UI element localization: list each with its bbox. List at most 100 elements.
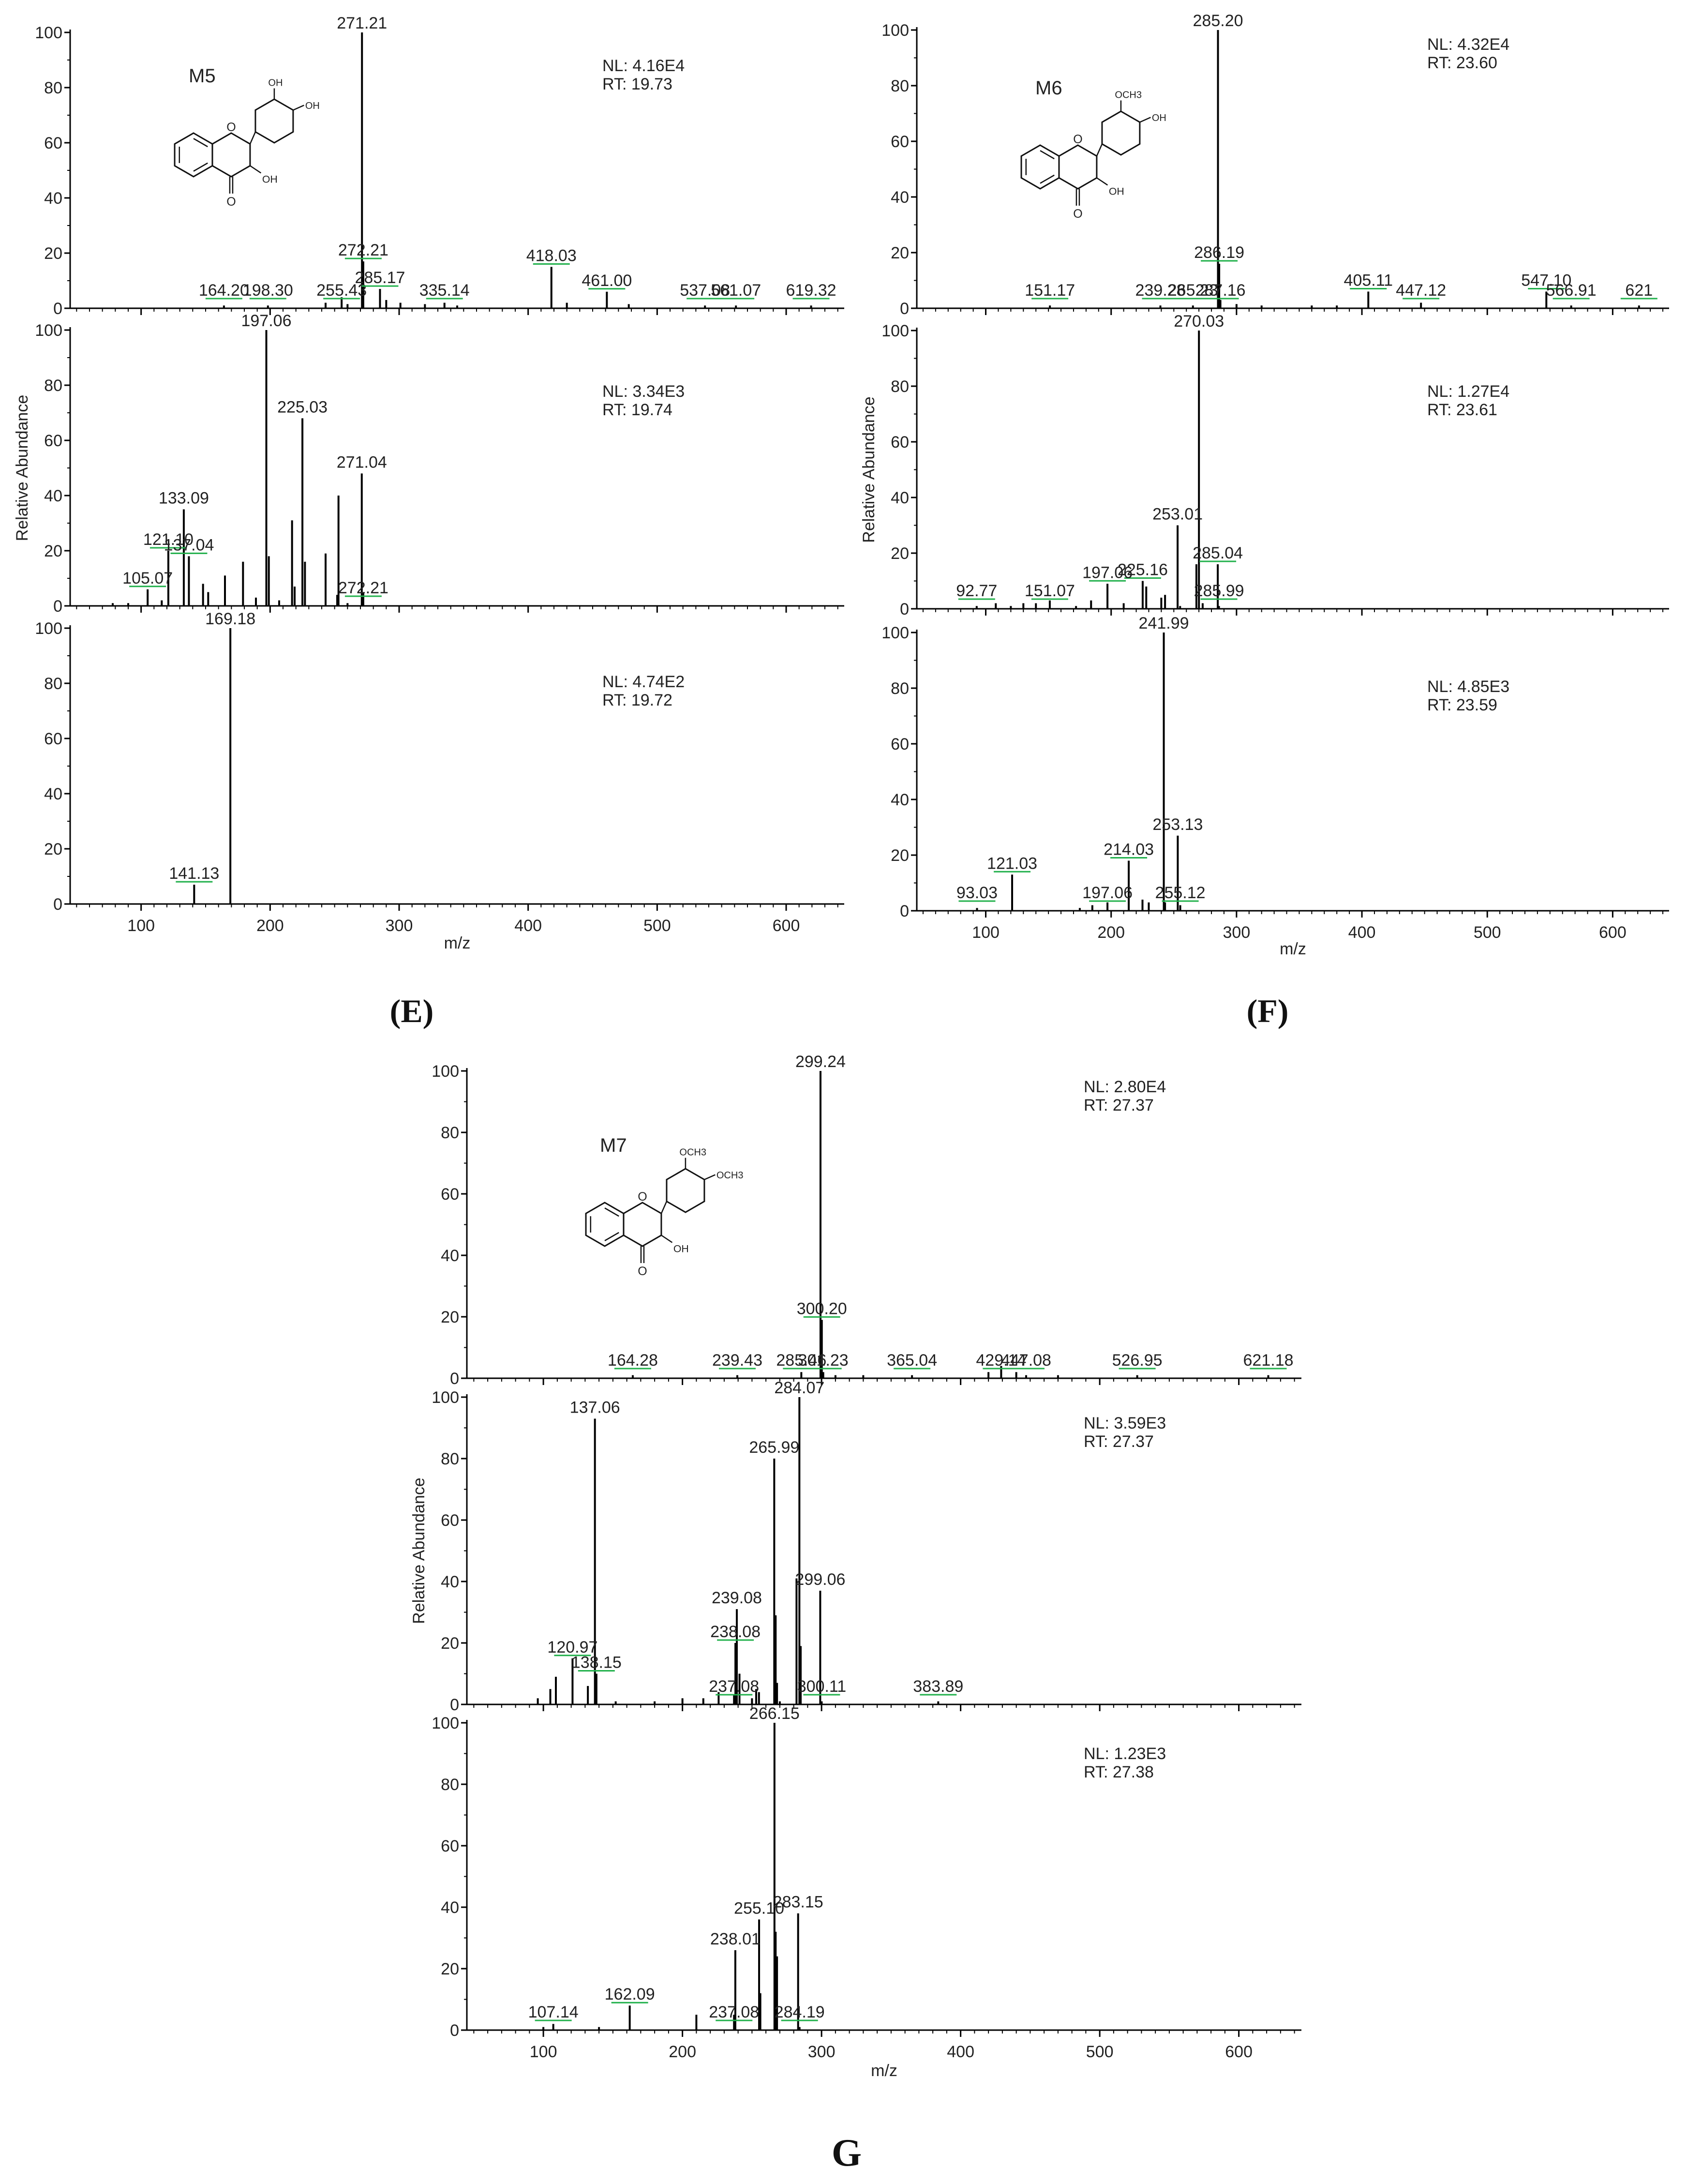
peak-label: 253.01 [1152,505,1203,524]
rt-label: RT: 23.59 [1427,696,1497,714]
y-tick-label: 40 [44,785,62,803]
peak-label: 197.06 [1082,884,1133,902]
structure-m5: O O OH OH OH M5 [174,65,320,209]
y-tick-label: 0 [450,1370,459,1388]
peak-label: 287.16 [1195,281,1246,300]
peak-label: 285.04 [1193,544,1243,562]
rt-label: RT: 27.37 [1084,1096,1154,1115]
y-tick-label: 100 [35,321,62,340]
peak-label: 301.23 [798,1351,849,1370]
y-tick-label: 60 [441,1511,459,1530]
double-bond [604,1207,619,1217]
peak-label: 621 [1625,281,1653,300]
peak-label: 461.00 [582,271,632,290]
y-axis-label: Relative Abundance [13,395,31,541]
y-tick-label: 100 [881,624,909,642]
peak-label: 255.10 [734,1899,784,1917]
compound-label: M7 [600,1135,627,1156]
peak-label: 283.15 [773,1893,823,1912]
y-tick-label: 80 [44,377,62,395]
y-tick-label: 40 [441,1573,459,1591]
ring-c [211,132,251,178]
substituent-4: OH [305,101,320,111]
x-axis-label: m/z [444,934,471,952]
y-tick-label: 100 [881,322,909,340]
peak-label: 237.08 [709,2003,759,2021]
peak-label: 239.28 [1135,281,1186,300]
nl-label: NL: 4.85E3 [1427,678,1509,696]
peak-label: 405.11 [1344,271,1393,290]
y-tick-label: 0 [900,300,909,318]
y-tick-label: 80 [44,79,62,97]
y-tick-label: 40 [891,791,909,809]
peak-label: 133.09 [159,489,209,508]
peak-label: 164.20 [199,281,249,300]
peak-label: 335.14 [419,281,470,300]
peak-label: 561.07 [711,281,761,300]
carbonyl-oxygen: O [638,1265,647,1278]
rt-label: RT: 19.72 [602,691,672,709]
x-tick-label: 400 [947,2043,974,2061]
compound-label: M5 [189,65,216,87]
substituent-3: OH [268,78,283,89]
peak-label: 241.99 [1139,614,1189,633]
x-tick-label: 500 [1474,923,1501,942]
peak-label: 299.24 [795,1053,846,1071]
x-tick-label: 200 [669,2043,696,2061]
nl-label: NL: 3.34E3 [602,382,685,401]
peak-label: 164.28 [608,1351,658,1370]
y-tick-label: 0 [450,2021,459,2040]
peak-label: 151.17 [1025,281,1075,300]
y-tick-label: 100 [432,1714,459,1732]
ring-a [585,1202,625,1247]
y-tick-label: 20 [44,542,62,560]
x-axis-label: m/z [1280,940,1306,958]
peak-label: 365.04 [887,1351,937,1370]
y-tick-label: 60 [441,1185,459,1204]
y-tick-label: 100 [35,619,62,638]
panel-label-e: (E) [390,993,434,1029]
peak-label: 418.03 [526,247,577,265]
y-tick-label: 60 [441,1837,459,1855]
ring-oxygen: O [638,1190,647,1204]
peak-label: 198.30 [243,281,293,300]
y-tick-label: 100 [432,1388,459,1407]
carbonyl-oxygen: O [226,195,236,209]
peak-label: 285.99 [1194,582,1244,600]
biaryl-bond [1096,143,1103,157]
x-tick-label: 400 [1348,923,1376,942]
peak-label: 255.43 [316,281,367,300]
y-tick-label: 80 [441,1124,459,1142]
y-tick-label: 40 [44,189,62,208]
peak-label: 285.17 [355,269,405,287]
peak-label: 265.99 [749,1438,799,1457]
peak-label: 299.06 [795,1570,845,1589]
ring-a [1020,144,1060,190]
y-axis-label: Relative Abundance [410,1477,428,1624]
oh-bond [661,1235,673,1243]
peak-label: 266.15 [749,1704,800,1723]
peak-label: 255.12 [1155,884,1206,902]
peak-label: 107.14 [528,2003,579,2021]
double-bond [1040,174,1055,184]
peak-label: 169.18 [205,610,255,628]
peak-label: 285.20 [1193,12,1243,30]
rt-label: RT: 19.73 [602,75,672,93]
double-bond [193,162,208,172]
x-tick-label: 300 [386,917,413,935]
y-tick-label: 0 [900,600,909,618]
oh-bond [1096,177,1108,186]
hydroxyl-3: OH [262,174,278,185]
peak-label: 225.16 [1118,561,1168,579]
peak-label: 197.06 [1082,563,1133,582]
hydroxyl-3: OH [1109,186,1124,197]
y-tick-label: 80 [891,679,909,698]
peak-label: 265.23 [1168,281,1218,300]
peak-label: 272.21 [338,241,388,259]
rt-label: RT: 27.38 [1084,1763,1154,1781]
peak-label: 447.12 [1396,281,1446,300]
